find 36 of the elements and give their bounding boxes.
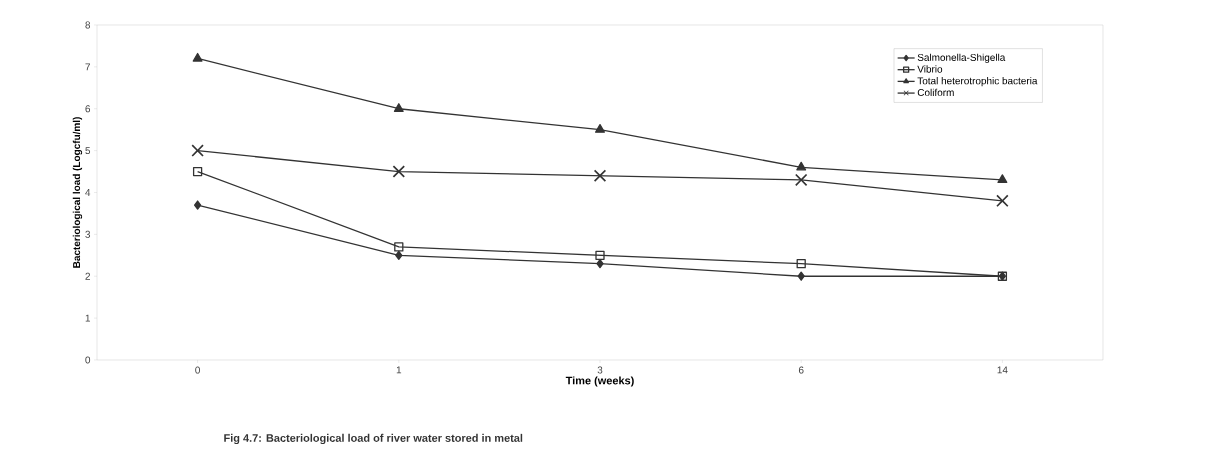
y-tick-label: 0 [85,356,91,364]
point [595,124,605,133]
y-tick-label: 7 [85,63,90,71]
point [193,200,202,210]
x-tick-label: 0 [195,366,200,374]
point [192,52,203,62]
point [796,161,807,171]
x-axis-title: Time (weeks) [565,376,634,387]
point [192,166,203,177]
y-tick-label: 4 [85,189,91,196]
legend-label: Salmonella-Shigella [917,53,1006,63]
y-tick-label: 8 [85,21,91,29]
y-tick-label: 6 [85,105,91,113]
legend-label: Vibrio [917,65,943,73]
caption: Fig 4.7: Bacteriological load of river water stored in metal [224,433,523,445]
point [595,250,605,260]
x-tick-label: 14 [997,366,1008,374]
y-tick-label: 1 [85,314,91,322]
x-tick-label: 3 [597,366,603,374]
y-tick-label: 2 [85,272,90,280]
y-tick-label: 3 [85,230,91,238]
point [394,242,404,252]
point [393,103,404,112]
x-tick-label: 6 [798,366,804,374]
x-tick-label: 1 [396,366,402,374]
point [596,259,604,269]
point [795,173,808,186]
y-axis-title: Bacteriological load (Logcfu/ml) [72,117,83,268]
legend-label: Coliform [917,88,954,97]
point [191,144,204,157]
legend-label: Total heterotrophic bacteria [917,77,1038,87]
point [997,174,1008,184]
point [797,271,805,281]
point [395,250,403,260]
point [796,259,806,269]
y-tick-label: 5 [85,147,91,155]
